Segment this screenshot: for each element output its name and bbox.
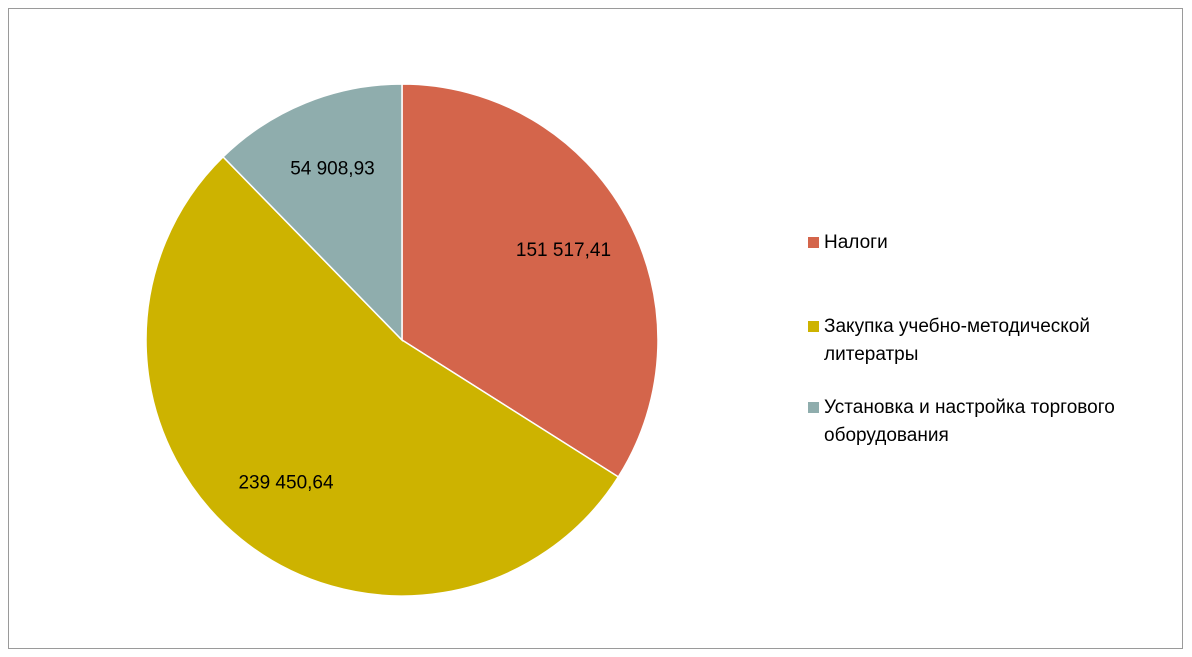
legend-swatch bbox=[808, 402, 819, 413]
legend-item: Налоги bbox=[808, 229, 1169, 257]
legend-label: Закупка учебно-методической литератры bbox=[824, 316, 1090, 365]
data-label: 239 450,64 bbox=[238, 472, 334, 493]
chart-frame bbox=[8, 8, 1183, 649]
pie-slice bbox=[222, 83, 403, 342]
legend-label: Установка и настройка торгового оборудов… bbox=[824, 397, 1115, 446]
legend-swatch bbox=[808, 321, 819, 332]
legend-item: Установка и настройка торгового оборудов… bbox=[808, 394, 1169, 450]
legend-label: Налоги bbox=[824, 232, 888, 253]
data-label: 54 908,93 bbox=[290, 158, 375, 179]
legend-item: Закупка учебно-методической литератры bbox=[808, 313, 1169, 369]
data-label: 151 517,41 bbox=[516, 240, 611, 261]
pie-slice bbox=[145, 155, 620, 597]
legend-swatch bbox=[808, 237, 819, 248]
pie-slice bbox=[401, 83, 659, 478]
